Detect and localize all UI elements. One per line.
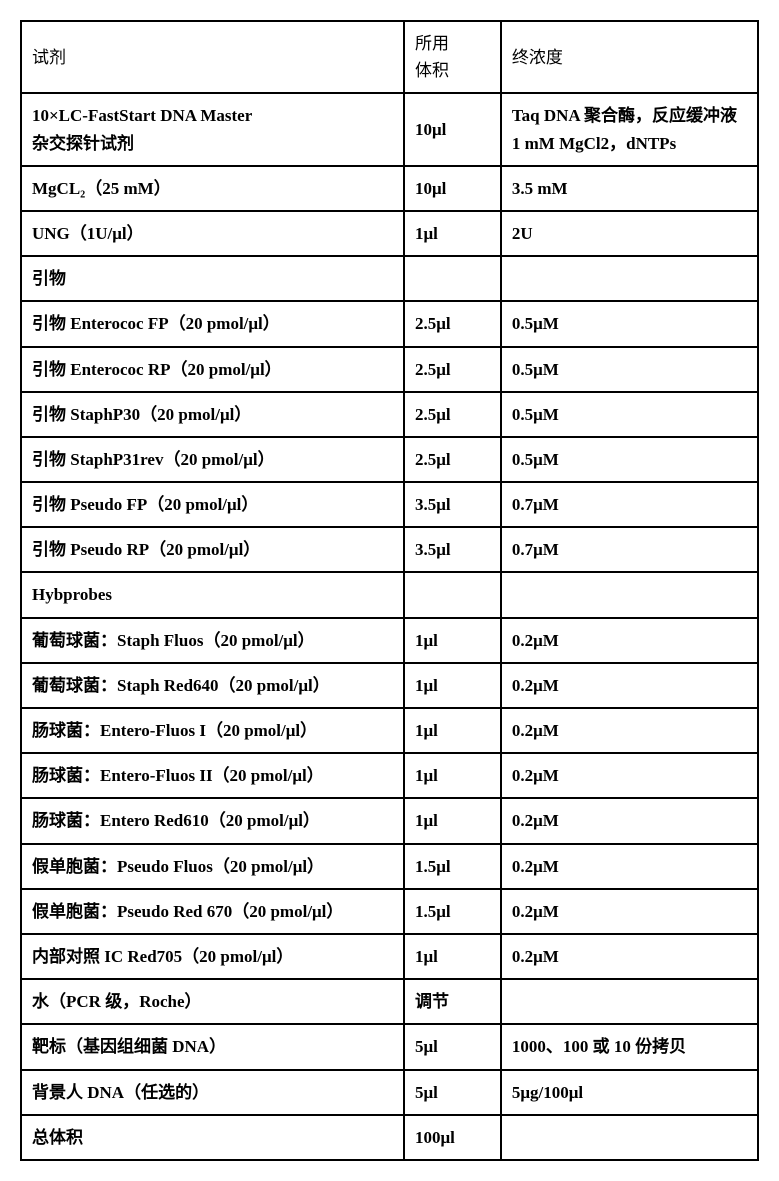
table-row: 10×LC-FastStart DNA Master杂交探针试剂10μlTaq … [21, 93, 758, 165]
cell-reagent: 引物 Pseudo RP（20 pmol/μl） [21, 527, 404, 572]
cell-reagent: 背景人 DNA（任选的） [21, 1070, 404, 1115]
cell-volume: 1μl [404, 934, 501, 979]
cell-reagent: Hybprobes [21, 572, 404, 617]
cell-concentration [501, 1115, 758, 1160]
header-volume: 所用体积 [404, 21, 501, 93]
cell-reagent: 总体积 [21, 1115, 404, 1160]
cell-reagent: 引物 StaphP31rev（20 pmol/μl） [21, 437, 404, 482]
table-row: 总体积100μl [21, 1115, 758, 1160]
table-row: 假单胞菌：Pseudo Red 670（20 pmol/μl）1.5μl0.2μ… [21, 889, 758, 934]
cell-concentration: 5μg/100μl [501, 1070, 758, 1115]
cell-concentration: 0.2μM [501, 753, 758, 798]
table-row: Hybprobes [21, 572, 758, 617]
cell-volume: 5μl [404, 1070, 501, 1115]
table-row: MgCL₂（25 mM）10μl3.5 mM [21, 166, 758, 211]
cell-volume: 1μl [404, 618, 501, 663]
cell-concentration: 0.2μM [501, 708, 758, 753]
table-row: 引物 StaphP30（20 pmol/μl）2.5μl0.5μM [21, 392, 758, 437]
cell-volume: 1.5μl [404, 844, 501, 889]
table-row: 引物 Enterococ FP（20 pmol/μl）2.5μl0.5μM [21, 301, 758, 346]
cell-volume: 2.5μl [404, 437, 501, 482]
cell-concentration: 0.2μM [501, 618, 758, 663]
table-row: UNG（1U/μl）1μl2U [21, 211, 758, 256]
cell-concentration: 0.2μM [501, 844, 758, 889]
cell-reagent: 内部对照 IC Red705（20 pmol/μl） [21, 934, 404, 979]
cell-concentration: 2U [501, 211, 758, 256]
cell-volume: 2.5μl [404, 347, 501, 392]
cell-volume: 1μl [404, 663, 501, 708]
cell-volume: 1μl [404, 753, 501, 798]
cell-volume: 10μl [404, 93, 501, 165]
table-row: 内部对照 IC Red705（20 pmol/μl）1μl0.2μM [21, 934, 758, 979]
cell-concentration: 0.2μM [501, 934, 758, 979]
cell-volume: 1μl [404, 211, 501, 256]
cell-reagent: 引物 [21, 256, 404, 301]
cell-volume: 调节 [404, 979, 501, 1024]
reagent-table: 试剂 所用体积 终浓度 10×LC-FastStart DNA Master杂交… [20, 20, 759, 1161]
cell-concentration: 0.2μM [501, 798, 758, 843]
table-row: 引物 Pseudo RP（20 pmol/μl）3.5μl0.7μM [21, 527, 758, 572]
cell-volume: 1μl [404, 708, 501, 753]
cell-reagent: 肠球菌：Entero-Fluos I（20 pmol/μl） [21, 708, 404, 753]
cell-concentration [501, 572, 758, 617]
cell-concentration [501, 979, 758, 1024]
table-row: 靶标（基因组细菌 DNA）5μl1000、100 或 10 份拷贝 [21, 1024, 758, 1069]
cell-reagent: 10×LC-FastStart DNA Master杂交探针试剂 [21, 93, 404, 165]
cell-concentration: 0.2μM [501, 889, 758, 934]
table-row: 假单胞菌：Pseudo Fluos（20 pmol/μl）1.5μl0.2μM [21, 844, 758, 889]
cell-reagent: 假单胞菌：Pseudo Fluos（20 pmol/μl） [21, 844, 404, 889]
table-row: 引物 [21, 256, 758, 301]
cell-reagent: 肠球菌：Entero-Fluos II（20 pmol/μl） [21, 753, 404, 798]
cell-reagent: 肠球菌：Entero Red610（20 pmol/μl） [21, 798, 404, 843]
cell-reagent: UNG（1U/μl） [21, 211, 404, 256]
cell-concentration: 3.5 mM [501, 166, 758, 211]
cell-volume [404, 572, 501, 617]
cell-concentration: 0.5μM [501, 392, 758, 437]
cell-volume [404, 256, 501, 301]
cell-reagent: 引物 Pseudo FP（20 pmol/μl） [21, 482, 404, 527]
table-row: 水（PCR 级，Roche）调节 [21, 979, 758, 1024]
cell-volume: 1.5μl [404, 889, 501, 934]
cell-reagent: 引物 Enterococ RP（20 pmol/μl） [21, 347, 404, 392]
table-row: 葡萄球菌：Staph Fluos（20 pmol/μl）1μl0.2μM [21, 618, 758, 663]
table-row: 肠球菌：Entero-Fluos I（20 pmol/μl）1μl0.2μM [21, 708, 758, 753]
cell-concentration: 0.7μM [501, 482, 758, 527]
cell-reagent: 假单胞菌：Pseudo Red 670（20 pmol/μl） [21, 889, 404, 934]
cell-reagent: 引物 StaphP30（20 pmol/μl） [21, 392, 404, 437]
table-row: 背景人 DNA（任选的）5μl5μg/100μl [21, 1070, 758, 1115]
cell-volume: 10μl [404, 166, 501, 211]
cell-volume: 1μl [404, 798, 501, 843]
cell-volume: 5μl [404, 1024, 501, 1069]
cell-reagent: 水（PCR 级，Roche） [21, 979, 404, 1024]
cell-reagent: MgCL₂（25 mM） [21, 166, 404, 211]
cell-volume: 2.5μl [404, 301, 501, 346]
cell-concentration: 0.7μM [501, 527, 758, 572]
cell-reagent: 引物 Enterococ FP（20 pmol/μl） [21, 301, 404, 346]
cell-concentration: 0.5μM [501, 437, 758, 482]
cell-concentration: 0.5μM [501, 347, 758, 392]
cell-reagent: 葡萄球菌：Staph Fluos（20 pmol/μl） [21, 618, 404, 663]
cell-concentration: Taq DNA 聚合酶，反应缓冲液1 mM MgCl2，dNTPs [501, 93, 758, 165]
cell-volume: 100μl [404, 1115, 501, 1160]
table-row: 引物 Pseudo FP（20 pmol/μl）3.5μl0.7μM [21, 482, 758, 527]
header-reagent: 试剂 [21, 21, 404, 93]
cell-concentration: 0.2μM [501, 663, 758, 708]
cell-concentration [501, 256, 758, 301]
table-row: 葡萄球菌：Staph Red640（20 pmol/μl）1μl0.2μM [21, 663, 758, 708]
cell-concentration: 0.5μM [501, 301, 758, 346]
table-header-row: 试剂 所用体积 终浓度 [21, 21, 758, 93]
table-row: 引物 Enterococ RP（20 pmol/μl）2.5μl0.5μM [21, 347, 758, 392]
cell-volume: 3.5μl [404, 527, 501, 572]
table-row: 肠球菌：Entero-Fluos II（20 pmol/μl）1μl0.2μM [21, 753, 758, 798]
cell-reagent: 靶标（基因组细菌 DNA） [21, 1024, 404, 1069]
table-row: 引物 StaphP31rev（20 pmol/μl）2.5μl0.5μM [21, 437, 758, 482]
cell-volume: 3.5μl [404, 482, 501, 527]
table-row: 肠球菌：Entero Red610（20 pmol/μl）1μl0.2μM [21, 798, 758, 843]
cell-reagent: 葡萄球菌：Staph Red640（20 pmol/μl） [21, 663, 404, 708]
cell-concentration: 1000、100 或 10 份拷贝 [501, 1024, 758, 1069]
header-concentration: 终浓度 [501, 21, 758, 93]
cell-volume: 2.5μl [404, 392, 501, 437]
